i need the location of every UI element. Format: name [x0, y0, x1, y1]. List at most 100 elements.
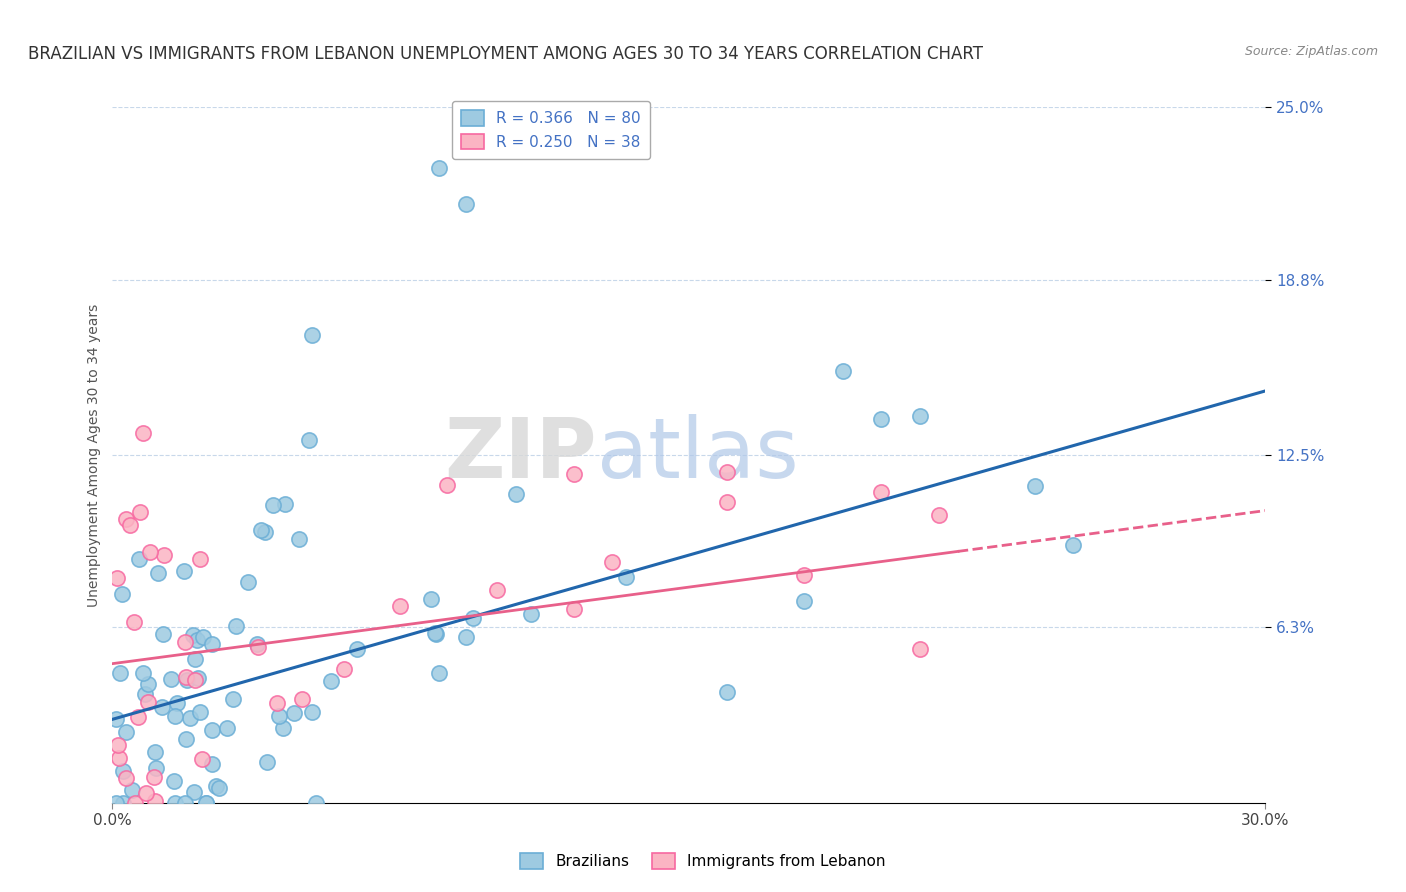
- Text: ZIP: ZIP: [444, 415, 596, 495]
- Point: [333, 662, 356, 676]
- Point: [562, 467, 585, 482]
- Point: [716, 495, 738, 509]
- Point: [283, 706, 305, 721]
- Point: [321, 674, 343, 689]
- Point: [188, 552, 211, 566]
- Point: [225, 619, 247, 633]
- Point: [163, 774, 186, 789]
- Point: [173, 796, 195, 810]
- Point: [908, 409, 931, 424]
- Point: [195, 796, 218, 810]
- Point: [176, 673, 198, 688]
- Point: [105, 571, 128, 585]
- Point: [183, 673, 205, 688]
- Point: [208, 781, 231, 796]
- Point: [114, 724, 136, 739]
- Y-axis label: Unemployment Among Ages 30 to 34 years: Unemployment Among Ages 30 to 34 years: [87, 303, 101, 607]
- Point: [115, 512, 138, 526]
- Point: [389, 599, 412, 613]
- Point: [205, 779, 228, 793]
- Text: atlas: atlas: [596, 415, 799, 495]
- Point: [108, 751, 131, 765]
- Point: [136, 695, 159, 709]
- Point: [485, 583, 508, 598]
- Point: [183, 628, 205, 642]
- Point: [423, 625, 446, 640]
- Point: [176, 670, 198, 684]
- Point: [273, 722, 295, 736]
- Point: [454, 197, 477, 211]
- Point: [166, 696, 188, 710]
- Point: [301, 706, 323, 720]
- Point: [135, 786, 157, 800]
- Point: [153, 548, 176, 562]
- Point: [793, 567, 815, 582]
- Point: [461, 611, 484, 625]
- Point: [520, 607, 543, 622]
- Point: [190, 752, 212, 766]
- Point: [128, 552, 150, 566]
- Point: [105, 712, 128, 726]
- Point: [215, 721, 238, 735]
- Point: [427, 665, 450, 680]
- Point: [138, 545, 160, 559]
- Point: [908, 641, 931, 656]
- Point: [454, 630, 477, 644]
- Point: [870, 412, 893, 426]
- Point: [267, 709, 290, 723]
- Point: [105, 796, 128, 810]
- Point: [288, 532, 311, 546]
- Point: [179, 711, 201, 725]
- Point: [187, 671, 209, 685]
- Point: [301, 328, 323, 343]
- Point: [183, 785, 205, 799]
- Text: BRAZILIAN VS IMMIGRANTS FROM LEBANON UNEMPLOYMENT AMONG AGES 30 TO 34 YEARS CORR: BRAZILIAN VS IMMIGRANTS FROM LEBANON UNE…: [28, 45, 983, 62]
- Point: [108, 666, 131, 681]
- Point: [928, 508, 950, 522]
- Point: [143, 770, 166, 784]
- Point: [173, 635, 195, 649]
- Point: [562, 601, 585, 615]
- Point: [250, 524, 273, 538]
- Point: [186, 632, 208, 647]
- Point: [152, 626, 174, 640]
- Point: [425, 627, 447, 641]
- Point: [346, 642, 368, 657]
- Point: [143, 793, 166, 807]
- Legend: R = 0.366   N = 80, R = 0.250   N = 38: R = 0.366 N = 80, R = 0.250 N = 38: [451, 101, 650, 159]
- Point: [262, 498, 284, 512]
- Point: [121, 782, 143, 797]
- Point: [150, 699, 173, 714]
- Text: Source: ZipAtlas.com: Source: ZipAtlas.com: [1244, 45, 1378, 58]
- Point: [274, 497, 297, 511]
- Point: [124, 796, 146, 810]
- Point: [188, 706, 211, 720]
- Point: [136, 677, 159, 691]
- Point: [127, 710, 149, 724]
- Point: [266, 696, 288, 710]
- Point: [134, 687, 156, 701]
- Point: [247, 640, 270, 654]
- Point: [120, 518, 142, 533]
- Point: [436, 478, 458, 492]
- Point: [112, 764, 135, 778]
- Point: [128, 505, 150, 519]
- Point: [716, 465, 738, 479]
- Point: [115, 771, 138, 785]
- Point: [236, 575, 259, 590]
- Point: [145, 761, 167, 775]
- Point: [111, 796, 134, 810]
- Point: [193, 630, 215, 644]
- Point: [194, 796, 217, 810]
- Point: [176, 731, 198, 746]
- Point: [143, 745, 166, 759]
- Point: [256, 755, 278, 769]
- Point: [254, 524, 277, 539]
- Point: [427, 161, 450, 176]
- Point: [107, 738, 129, 752]
- Point: [201, 756, 224, 771]
- Point: [163, 796, 186, 810]
- Point: [831, 364, 853, 378]
- Point: [1024, 479, 1046, 493]
- Point: [420, 592, 443, 607]
